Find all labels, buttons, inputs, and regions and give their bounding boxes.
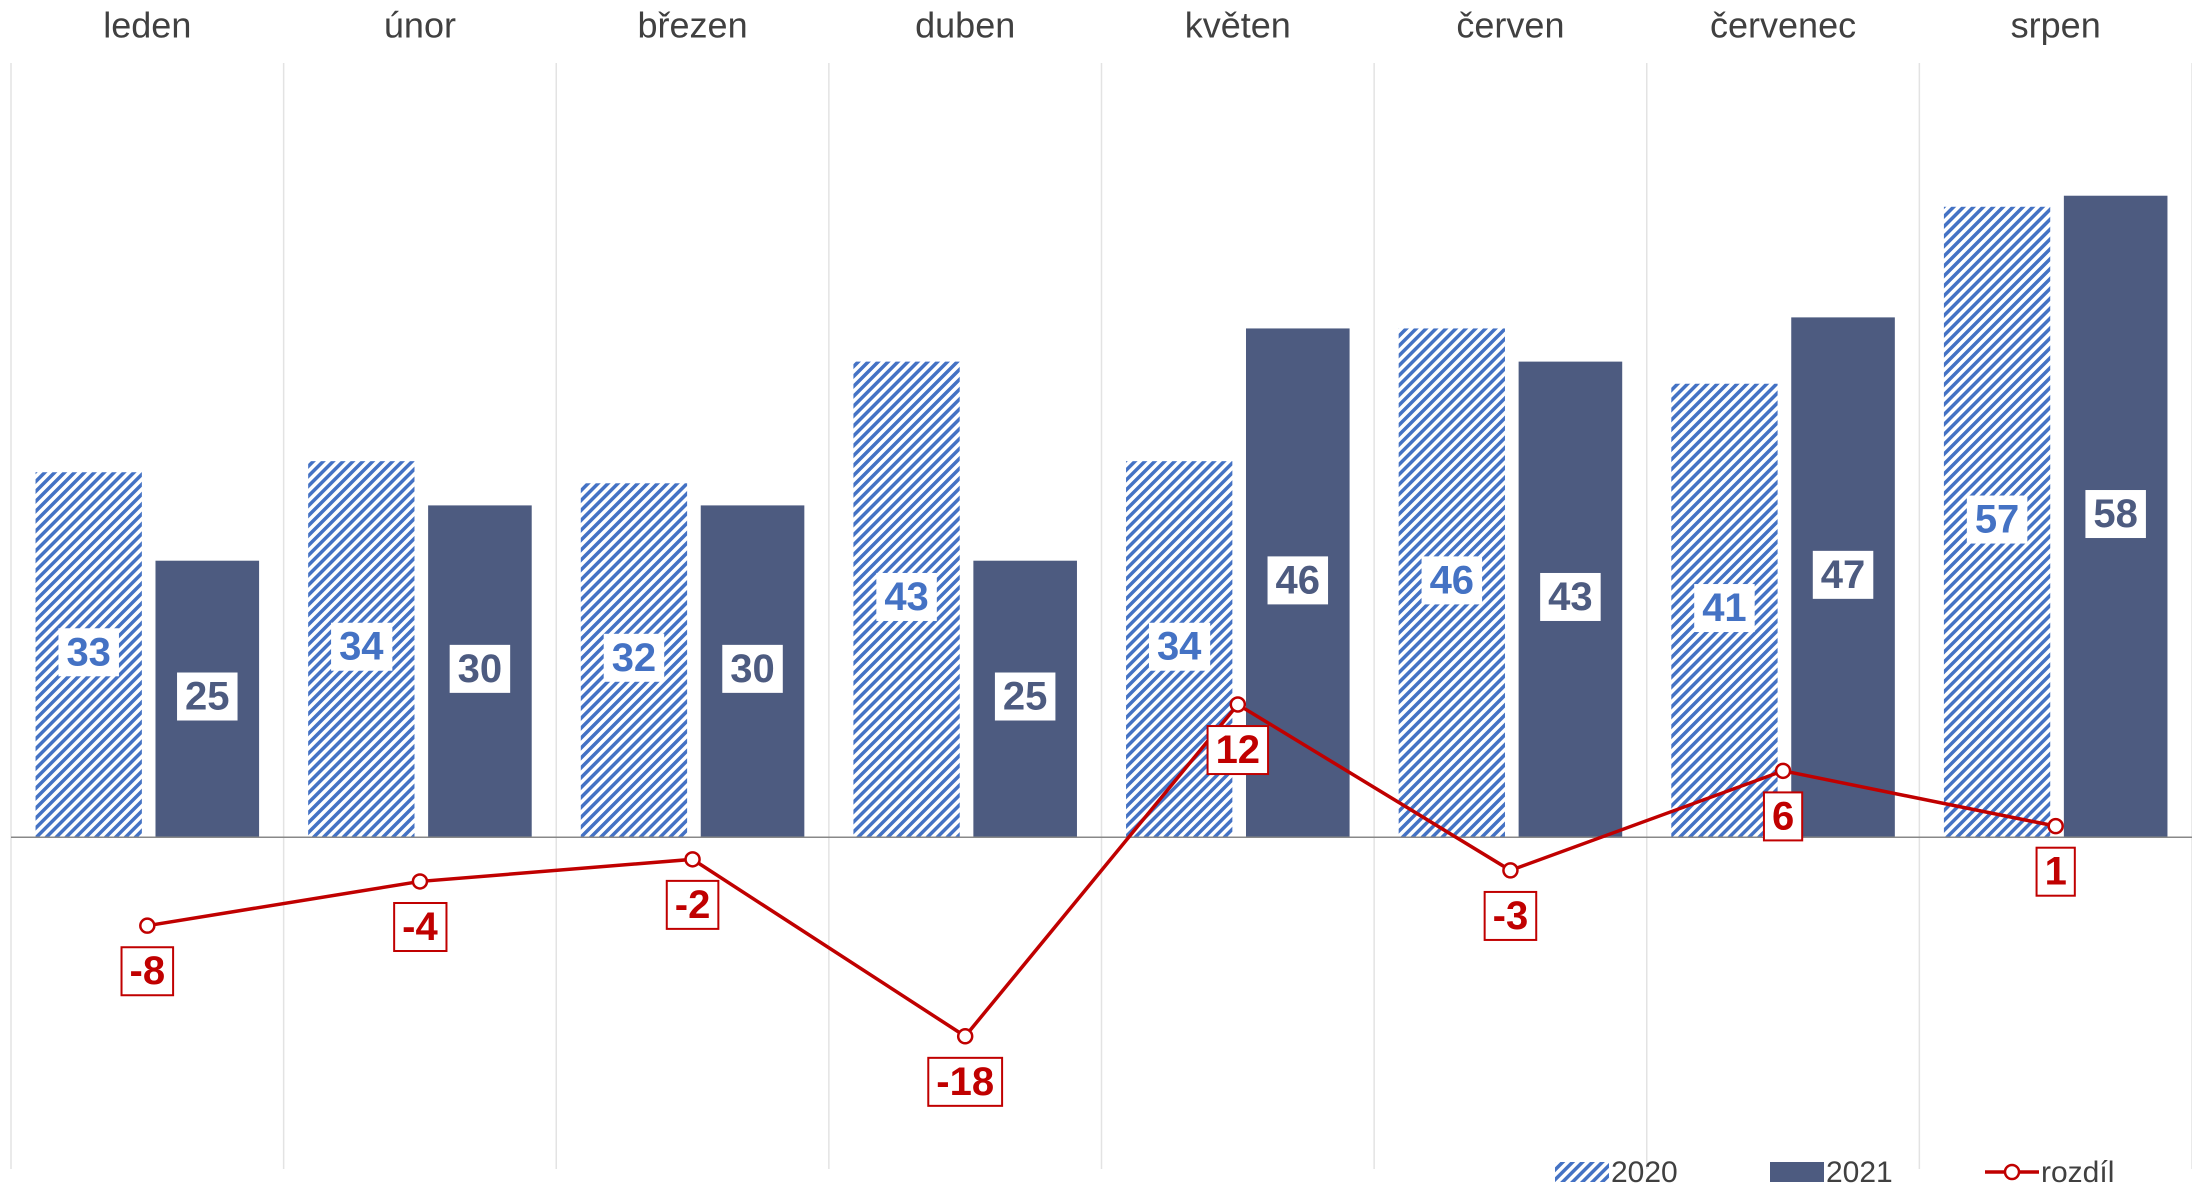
line-label: -3 <box>1483 890 1538 941</box>
bar-value-label: 30 <box>730 647 775 691</box>
line-value-label-box <box>2035 846 2076 897</box>
bar-label: 30 <box>449 644 511 693</box>
bar-label: 47 <box>1812 550 1874 599</box>
bar-value-label-box <box>1812 550 1874 599</box>
bar-value-label: 25 <box>185 675 230 719</box>
bar-value-label: 41 <box>1702 586 1747 630</box>
bar-label: 57 <box>1966 495 2028 544</box>
line-point <box>684 851 701 868</box>
bar-value-label-box <box>1148 622 1211 671</box>
bar-value-label-box <box>58 628 119 677</box>
bar-value-label-box <box>1267 556 1329 605</box>
category-label: leden <box>103 5 191 46</box>
bar-value-label-box <box>876 572 937 621</box>
line-value-label: 12 <box>1216 728 1261 772</box>
line <box>147 702 2057 1039</box>
legend-swatch <box>1770 1162 1824 1182</box>
bar-value-label: 34 <box>339 625 384 669</box>
category-label: srpen <box>2011 5 2101 46</box>
bar-label: 43 <box>876 572 937 621</box>
bar-value-label-box <box>1540 572 1601 621</box>
line-label: 1 <box>2035 846 2076 897</box>
bar-label: 33 <box>58 628 119 677</box>
line-value-label-box <box>1206 725 1270 776</box>
bar-value-label: 47 <box>1821 553 1866 597</box>
bar-label: 25 <box>177 672 238 721</box>
line-point <box>139 917 156 934</box>
bar-value-label: 33 <box>66 630 111 674</box>
bar-label: 46 <box>1267 556 1329 605</box>
bar-value-label: 25 <box>1003 675 1048 719</box>
line-value-label: -2 <box>675 883 711 927</box>
line-point <box>411 873 429 890</box>
category-label: květen <box>1185 5 1291 46</box>
bar-value-label-box <box>449 644 511 693</box>
bar-label: 32 <box>603 633 665 682</box>
line-label: 6 <box>1762 791 1804 842</box>
line-point <box>1229 696 1247 713</box>
bar-label: 41 <box>1694 584 1755 633</box>
bar-value-label-box <box>2085 490 2146 539</box>
bar-value-label: 58 <box>2093 492 2138 536</box>
line-value-label: -18 <box>936 1060 994 1104</box>
line-label: 12 <box>1206 725 1270 776</box>
bar-value-label: 34 <box>1157 625 1202 669</box>
line-value-label-box <box>1483 890 1538 941</box>
bar-value-label-box <box>1421 556 1483 605</box>
bar-value-label: 46 <box>1276 558 1321 602</box>
line-value-label-box <box>927 1056 1004 1107</box>
bar-value-label: 43 <box>1548 575 1593 619</box>
bar-value-label: 46 <box>1430 558 1475 602</box>
category-label: březen <box>638 5 748 46</box>
line-value-label: -3 <box>1493 894 1529 938</box>
bar-value-label: 32 <box>612 636 657 680</box>
legend-label: 2021 <box>1826 1156 1893 1189</box>
legend-swatch-point <box>2003 1163 2021 1181</box>
bar-value-label-box <box>331 622 393 671</box>
bar-value-label-box <box>994 672 1056 721</box>
bar-value-label-box <box>177 672 238 721</box>
line-value-label-box <box>665 879 720 930</box>
bar-label: 34 <box>331 622 393 671</box>
line-label: -18 <box>927 1056 1004 1107</box>
category-label: duben <box>915 5 1015 46</box>
legend-swatch <box>1555 1162 1609 1182</box>
line-value-label-box <box>393 902 448 953</box>
line-value-label: -8 <box>130 949 166 993</box>
line-value-label: 1 <box>2045 850 2067 894</box>
legend-label: rozdíl <box>2041 1156 2114 1189</box>
bar-value-label: 30 <box>458 647 503 691</box>
bar-label: 58 <box>2085 490 2146 539</box>
bar-label: 34 <box>1148 622 1211 671</box>
line-value-label-box <box>1762 791 1804 842</box>
bar-label: 30 <box>722 644 783 693</box>
line-label: -4 <box>393 902 448 953</box>
line-point <box>1502 862 1519 879</box>
bar-value-label-box <box>1694 584 1755 633</box>
line-label: -2 <box>665 879 720 930</box>
category-label: červen <box>1456 5 1564 46</box>
line-value-label: 6 <box>1772 794 1794 838</box>
bar-value-label-box <box>1966 495 2028 544</box>
bar-label: 25 <box>994 672 1056 721</box>
line-point <box>1774 762 1792 780</box>
line-label: -8 <box>120 946 175 997</box>
line-value-label: -4 <box>402 905 438 949</box>
line-point <box>956 1028 974 1045</box>
legend-label: 2020 <box>1611 1156 1678 1189</box>
bar-value-label-box <box>722 644 783 693</box>
bar-label: 43 <box>1540 572 1601 621</box>
bar-value-label: 57 <box>1975 498 2020 542</box>
line-point <box>2047 817 2064 835</box>
bar-label: 46 <box>1421 556 1483 605</box>
category-label: červenec <box>1710 5 1856 46</box>
bar-value-label: 43 <box>884 575 929 619</box>
line-value-label-box <box>120 946 175 997</box>
category-label: únor <box>384 5 456 46</box>
bar-value-label-box <box>603 633 665 682</box>
